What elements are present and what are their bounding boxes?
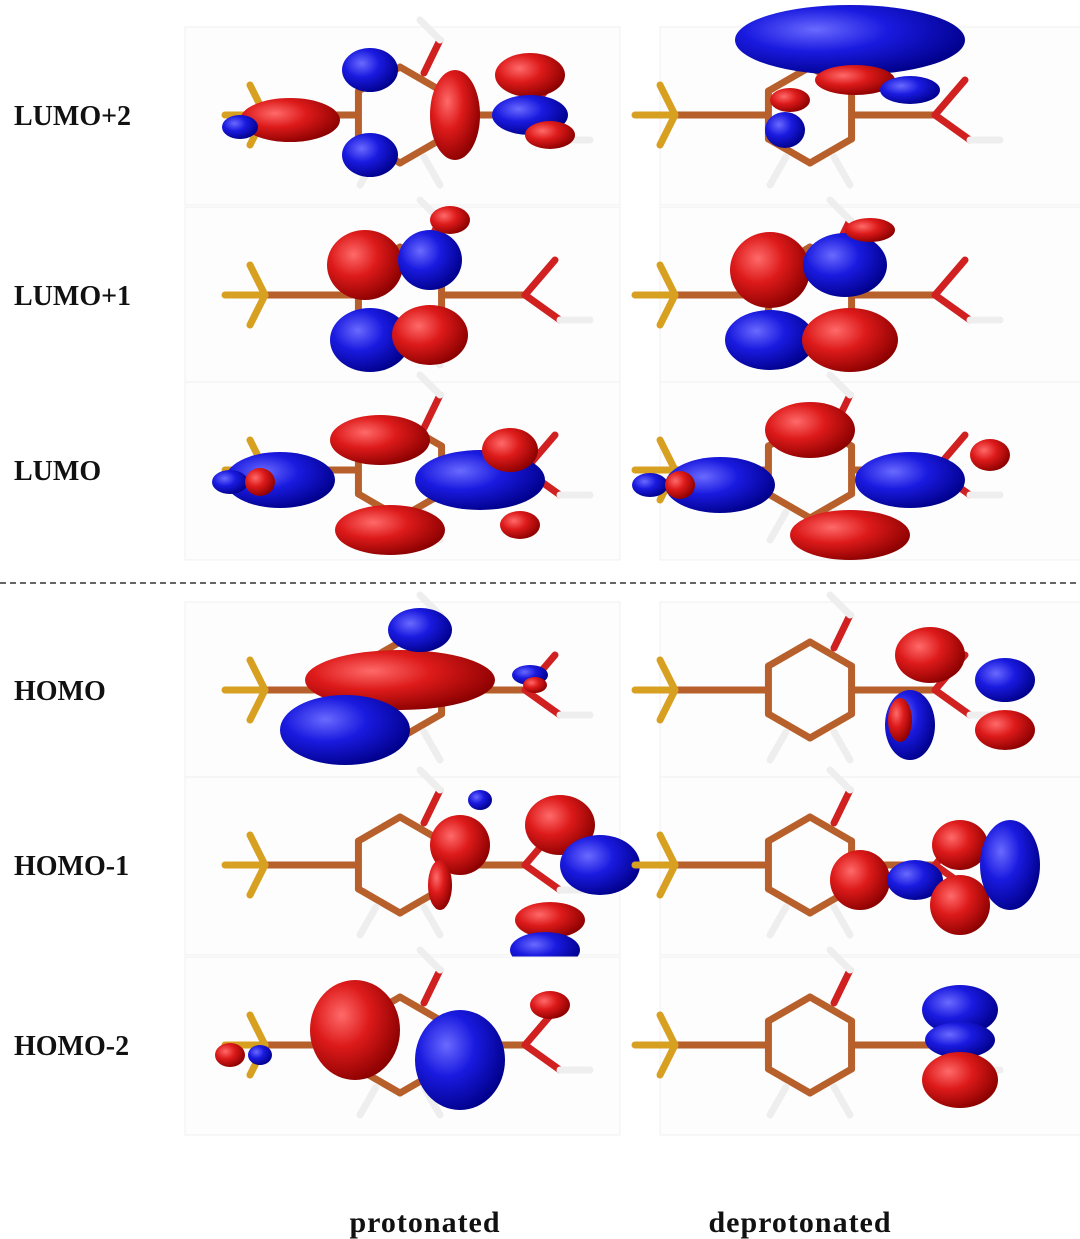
lobe-positive <box>525 121 575 149</box>
lobe-negative <box>415 1010 505 1110</box>
lobe-negative <box>725 310 815 370</box>
orbital-panel <box>185 770 640 968</box>
lobe-positive <box>765 402 855 458</box>
orbital-panel <box>185 595 620 780</box>
lobe-positive <box>830 850 890 910</box>
lobe-negative <box>803 233 887 297</box>
row-label: LUMO+1 <box>14 281 131 312</box>
lobe-negative <box>388 608 452 652</box>
lobe-positive <box>930 875 990 935</box>
lobe-positive <box>430 206 470 234</box>
row-label: HOMO-1 <box>14 851 129 882</box>
lobe-positive <box>245 468 275 496</box>
lobe-positive <box>310 980 400 1080</box>
lobe-negative <box>342 133 398 177</box>
lobe-negative <box>248 1045 272 1065</box>
lobe-negative <box>765 112 805 148</box>
lobe-positive <box>530 991 570 1019</box>
lobe-positive <box>523 677 547 693</box>
lobe-positive <box>330 415 430 465</box>
lobe-negative <box>632 473 668 497</box>
lobe-negative <box>222 115 258 139</box>
row-label: LUMO <box>14 456 101 487</box>
lobe-negative <box>880 76 940 104</box>
lobe-positive <box>665 471 695 499</box>
lobe-negative <box>735 5 965 75</box>
lobe-positive <box>790 510 910 560</box>
lobe-positive <box>327 230 403 300</box>
page: LUMO+2 LUMO+1 LUMO HOMO HOMO-1 HOMO-2 protonat… <box>0 0 1080 1239</box>
row-label: LUMO+2 <box>14 101 131 132</box>
lobe-positive <box>428 860 452 910</box>
lobe-negative <box>855 452 965 508</box>
orbital-panel <box>185 375 620 560</box>
lobe-positive <box>335 505 445 555</box>
orbital-panel <box>635 5 1080 205</box>
lobe-negative <box>212 470 248 494</box>
lobe-positive <box>975 710 1035 750</box>
orbital-panel <box>185 20 620 205</box>
lobe-negative <box>980 820 1040 910</box>
orbital-panel <box>635 770 1080 955</box>
lobe-positive <box>240 98 340 142</box>
lobe-positive <box>482 428 538 472</box>
lobe-negative <box>975 658 1035 702</box>
orbital-panel <box>635 950 1080 1135</box>
orbital-panel <box>635 595 1080 780</box>
lobe-positive <box>922 1052 998 1108</box>
lobe-negative <box>560 835 640 895</box>
column-label: protonated <box>349 1206 500 1239</box>
lobe-negative <box>280 695 410 765</box>
lobe-positive <box>802 308 898 372</box>
column-label: deprotonated <box>708 1206 891 1239</box>
lobe-positive <box>932 820 988 870</box>
lobe-positive <box>495 53 565 97</box>
lobe-positive <box>215 1043 245 1067</box>
lobe-negative <box>468 790 492 810</box>
row-label: HOMO <box>14 676 106 707</box>
lobe-positive <box>845 218 895 242</box>
orbital-panel <box>632 375 1080 560</box>
figure: LUMO+2 LUMO+1 LUMO HOMO HOMO-1 HOMO-2 protonat… <box>0 0 1080 1239</box>
orbital-panel <box>185 950 620 1135</box>
orbital-panel <box>185 200 620 385</box>
lobe-negative <box>342 48 398 92</box>
orbital-panel <box>635 200 1080 385</box>
panels <box>185 5 1080 1135</box>
lobe-negative <box>398 230 462 290</box>
lobe-positive <box>888 698 912 742</box>
lobe-positive <box>770 88 810 112</box>
lobe-positive <box>730 232 810 308</box>
lobe-positive <box>500 511 540 539</box>
lobe-positive <box>392 305 468 365</box>
lobe-positive <box>970 439 1010 471</box>
lobe-positive <box>430 70 480 160</box>
lobe-positive <box>895 627 965 683</box>
row-label: HOMO-2 <box>14 1031 129 1062</box>
